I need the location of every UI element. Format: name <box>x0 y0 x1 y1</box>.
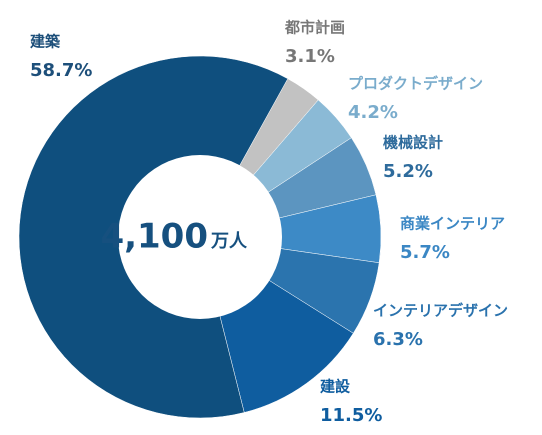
segment-name: 機械設計 <box>383 134 443 152</box>
segment-name: 商業インテリア <box>400 215 505 233</box>
center-unit: 万人 <box>210 231 248 252</box>
segment-value: 3.1% <box>285 46 335 67</box>
segment-name: プロダクトデザイン <box>348 75 483 93</box>
segment-value: 6.3% <box>373 329 423 350</box>
segment-value: 11.5% <box>320 405 382 426</box>
donut-hole <box>118 155 282 319</box>
segment-value: 58.7% <box>30 60 92 81</box>
segment-name: 建設 <box>320 378 351 396</box>
segment-name: インテリアデザイン <box>373 302 508 320</box>
segment-value: 5.7% <box>400 242 450 263</box>
segment-name: 都市計画 <box>284 19 345 37</box>
segment-value: 4.2% <box>348 102 398 123</box>
segment-value: 5.2% <box>383 161 433 182</box>
segment-name: 建築 <box>30 33 61 51</box>
center-value: 4,100 <box>100 217 208 257</box>
